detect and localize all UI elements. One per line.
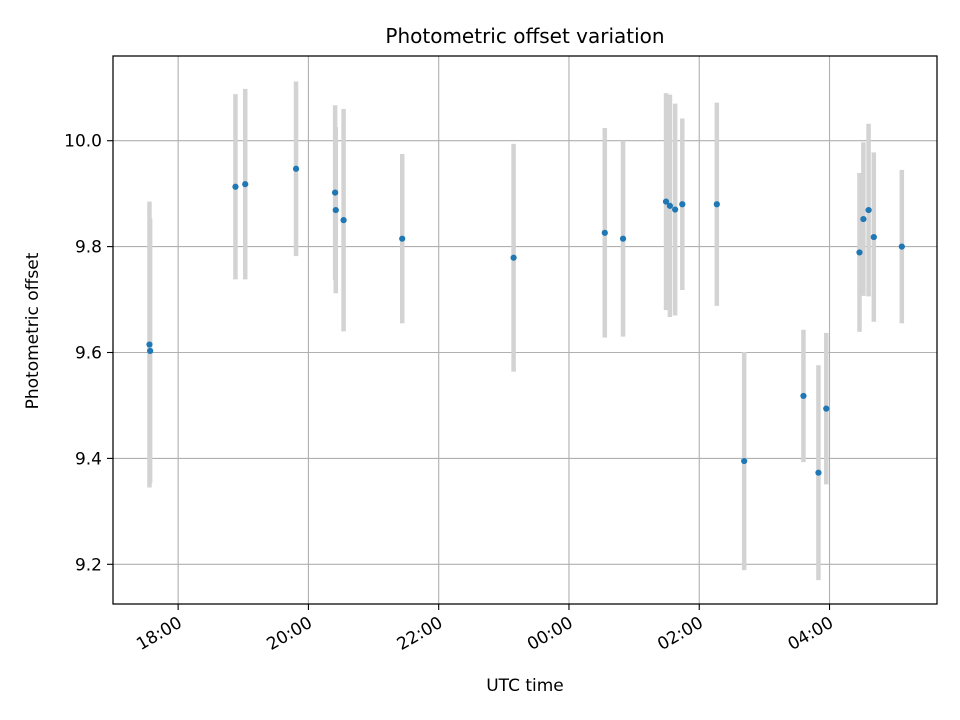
data-point — [672, 206, 679, 213]
data-point — [662, 198, 670, 205]
data-point — [146, 341, 153, 348]
data-point — [332, 189, 339, 196]
data-point — [898, 243, 905, 250]
data-point — [332, 206, 339, 214]
data-point — [800, 392, 807, 400]
plot-area-frame — [112, 55, 938, 605]
x-axis-title: UTC time — [486, 676, 564, 696]
data-point — [860, 215, 867, 223]
y-tick-label: 9.8 — [75, 238, 102, 258]
axis-ticks: 18:00 20:00 22:00 00:00 02:00 04:00 9.2 9.4 9.6 9… — [64, 132, 837, 655]
data-point — [823, 405, 830, 412]
data-point — [870, 233, 877, 241]
data-point — [865, 206, 872, 214]
data-point — [292, 165, 300, 172]
y-tick-label: 9.6 — [75, 344, 102, 364]
data-point — [815, 469, 822, 476]
grid-lines — [113, 56, 937, 604]
y-tick-label: 9.2 — [75, 555, 102, 575]
y-tick-label: 10.0 — [64, 132, 102, 152]
data-point — [741, 457, 748, 465]
data-point — [679, 201, 686, 208]
data-point — [242, 181, 249, 188]
data-point — [510, 254, 517, 261]
data-point — [619, 235, 627, 242]
data-point — [232, 183, 239, 190]
data-point — [666, 202, 674, 209]
x-tick-label: 22:00 — [394, 613, 446, 655]
x-tick-label: 02:00 — [654, 613, 706, 655]
chart-title: Photometric offset variation — [385, 24, 664, 48]
data-point — [340, 217, 347, 224]
x-tick-label: 04:00 — [785, 613, 837, 655]
data-point — [601, 229, 608, 236]
x-tick-label: 18:00 — [133, 613, 185, 655]
data-point — [399, 235, 406, 242]
x-tick-label: 00:00 — [524, 613, 576, 655]
x-tick-label: 20:00 — [263, 613, 315, 655]
data-point — [856, 249, 863, 256]
y-tick-label: 9.4 — [75, 449, 102, 469]
error-bars — [147, 81, 905, 581]
y-axis-title: Photometric offset — [23, 252, 43, 409]
data-point — [713, 201, 720, 208]
data-point — [147, 347, 154, 355]
data-points — [146, 165, 905, 476]
